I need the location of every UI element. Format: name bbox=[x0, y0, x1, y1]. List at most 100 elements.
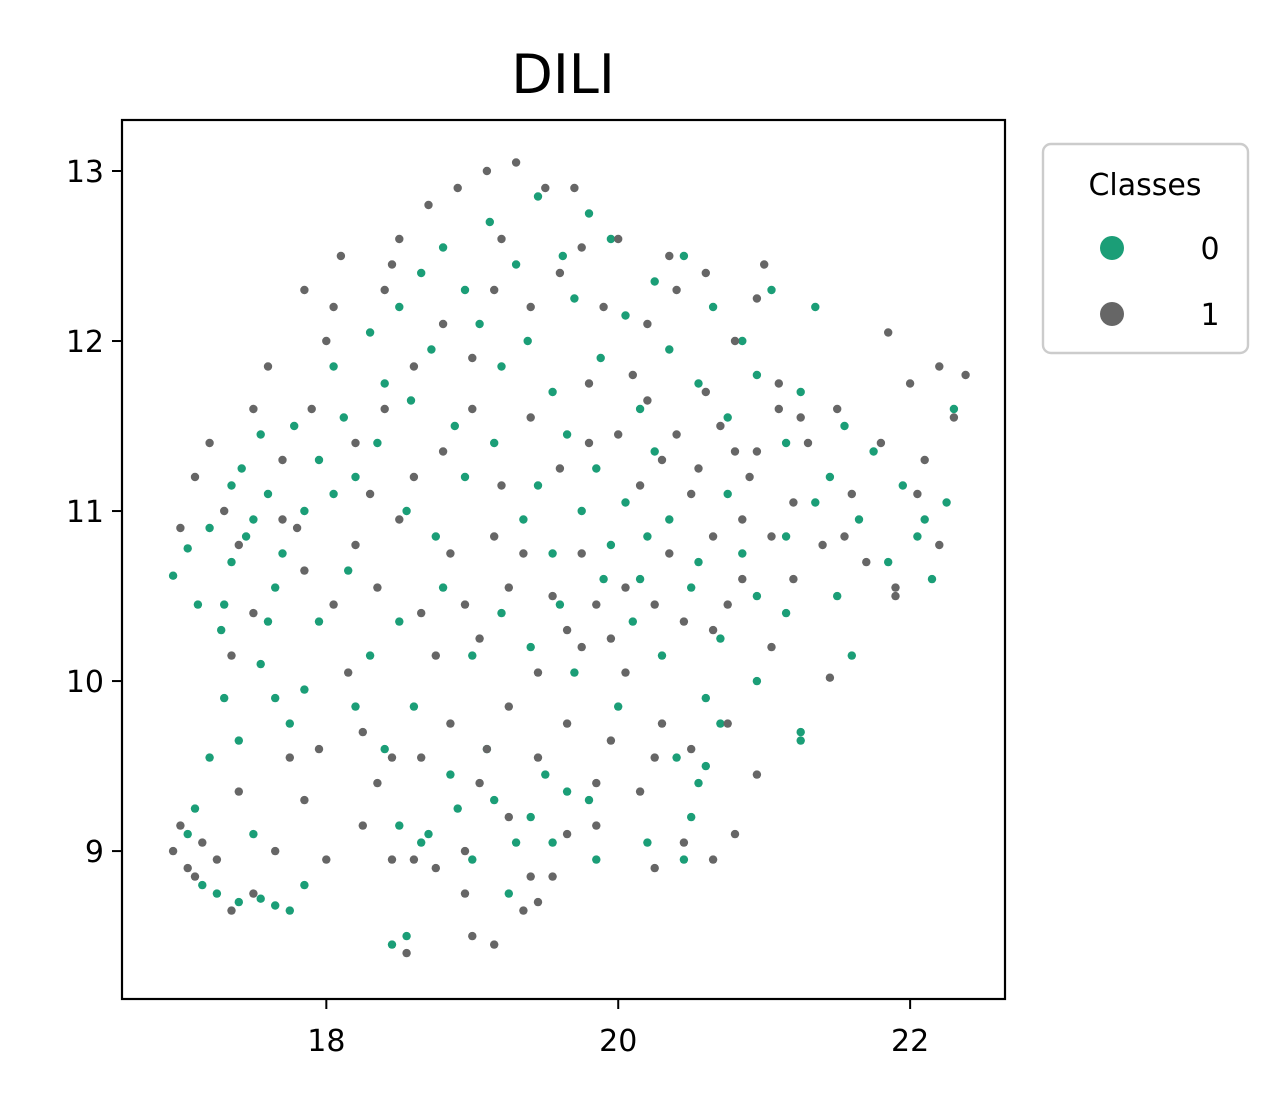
data-point bbox=[406, 396, 416, 405]
data-point bbox=[292, 523, 302, 533]
data-point bbox=[927, 574, 937, 584]
data-point bbox=[869, 447, 878, 456]
data-point bbox=[373, 778, 382, 788]
data-point bbox=[490, 285, 499, 295]
data-point bbox=[190, 872, 200, 881]
data-point bbox=[504, 889, 513, 898]
data-point bbox=[504, 702, 513, 711]
data-point bbox=[803, 438, 813, 448]
data-point bbox=[220, 506, 229, 516]
data-point bbox=[898, 481, 907, 490]
data-point bbox=[300, 285, 309, 295]
data-point bbox=[409, 855, 419, 864]
data-point bbox=[511, 158, 521, 167]
data-point bbox=[760, 260, 769, 269]
data-point bbox=[672, 753, 681, 762]
data-point bbox=[862, 557, 871, 567]
data-point bbox=[825, 673, 835, 682]
data-point bbox=[409, 702, 419, 711]
data-point bbox=[227, 557, 236, 567]
data-point bbox=[271, 846, 280, 856]
data-point bbox=[738, 549, 747, 558]
data-point bbox=[723, 413, 732, 422]
data-point bbox=[234, 787, 243, 796]
data-point bbox=[314, 617, 324, 626]
data-point bbox=[249, 608, 258, 618]
data-point bbox=[635, 574, 645, 584]
data-point bbox=[256, 894, 265, 903]
data-point bbox=[424, 829, 433, 839]
y-tick-label: 13 bbox=[66, 155, 104, 190]
data-point bbox=[417, 753, 426, 762]
data-point bbox=[190, 804, 200, 813]
data-point bbox=[387, 940, 397, 949]
y-axis: 9 10 11 12 13 bbox=[66, 155, 122, 870]
data-point bbox=[373, 438, 382, 448]
data-point bbox=[847, 489, 856, 499]
data-point bbox=[555, 464, 565, 473]
data-point bbox=[490, 532, 499, 541]
data-point bbox=[833, 404, 842, 414]
data-point bbox=[220, 693, 229, 703]
data-point bbox=[657, 719, 667, 728]
data-point bbox=[402, 948, 411, 958]
data-point bbox=[263, 617, 273, 626]
data-point bbox=[431, 863, 440, 873]
data-point bbox=[584, 438, 594, 448]
data-point bbox=[548, 549, 557, 558]
points-layer bbox=[168, 158, 970, 958]
data-point bbox=[621, 583, 630, 592]
data-point bbox=[665, 345, 674, 354]
data-point bbox=[351, 438, 360, 448]
data-point bbox=[599, 574, 608, 584]
data-point bbox=[694, 778, 703, 788]
chart-title: DILI bbox=[511, 43, 615, 106]
data-point bbox=[614, 234, 623, 244]
data-point bbox=[314, 455, 324, 465]
data-point bbox=[176, 523, 185, 533]
data-point bbox=[577, 506, 586, 516]
data-point bbox=[584, 379, 594, 388]
data-point bbox=[358, 727, 367, 737]
data-point bbox=[716, 719, 725, 728]
data-point bbox=[730, 447, 740, 456]
data-point bbox=[767, 285, 776, 295]
data-point bbox=[701, 268, 710, 278]
y-tick-label: 12 bbox=[66, 325, 104, 360]
data-point bbox=[526, 812, 535, 822]
data-point bbox=[497, 234, 506, 244]
data-point bbox=[533, 481, 543, 490]
data-point bbox=[380, 285, 389, 295]
data-point bbox=[687, 489, 696, 499]
data-point bbox=[614, 702, 623, 711]
data-point bbox=[643, 532, 652, 541]
data-point bbox=[606, 234, 616, 244]
data-point bbox=[752, 294, 762, 303]
data-point bbox=[373, 583, 382, 592]
data-point bbox=[650, 600, 659, 609]
data-point bbox=[438, 583, 448, 592]
x-tick-label: 18 bbox=[307, 1024, 345, 1059]
data-point bbox=[198, 880, 207, 890]
data-point bbox=[234, 540, 243, 550]
data-point bbox=[468, 651, 477, 660]
data-point bbox=[497, 481, 506, 490]
data-point bbox=[708, 302, 718, 312]
data-point bbox=[263, 362, 273, 371]
data-point bbox=[650, 277, 659, 286]
data-point bbox=[271, 901, 280, 910]
data-point bbox=[365, 651, 375, 660]
data-point bbox=[635, 404, 645, 414]
data-point bbox=[701, 387, 710, 397]
data-point bbox=[752, 447, 762, 456]
data-point bbox=[256, 430, 265, 439]
data-point bbox=[694, 379, 703, 388]
data-point bbox=[650, 447, 659, 456]
data-point bbox=[380, 404, 389, 414]
data-point bbox=[708, 855, 718, 864]
data-point bbox=[285, 753, 294, 762]
data-point bbox=[241, 532, 251, 541]
data-point bbox=[752, 591, 762, 601]
data-point bbox=[278, 515, 287, 524]
